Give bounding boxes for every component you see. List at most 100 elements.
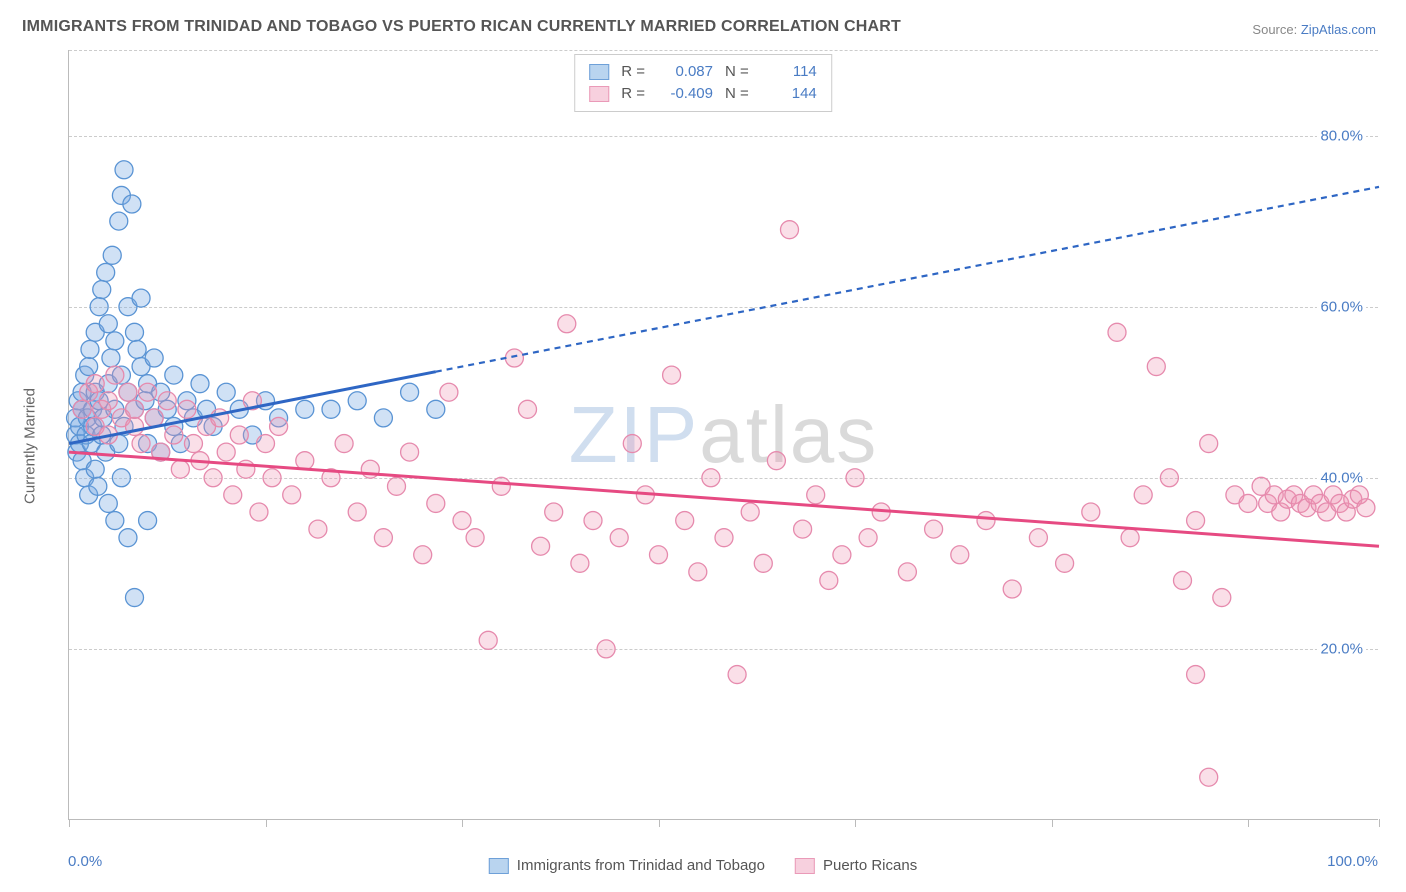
data-point bbox=[263, 469, 281, 487]
data-point bbox=[97, 263, 115, 281]
data-point bbox=[80, 358, 98, 376]
x-tick bbox=[1052, 819, 1053, 827]
data-point bbox=[1239, 494, 1257, 512]
data-point bbox=[322, 400, 340, 418]
data-point bbox=[191, 375, 209, 393]
data-point bbox=[741, 503, 759, 521]
data-point bbox=[119, 529, 137, 547]
source-attribution: Source: ZipAtlas.com bbox=[1252, 22, 1376, 37]
plot-area: ZIPatlas 20.0%40.0%60.0%80.0% bbox=[68, 50, 1378, 820]
data-point bbox=[1160, 469, 1178, 487]
data-point bbox=[90, 298, 108, 316]
data-point bbox=[126, 323, 144, 341]
data-point bbox=[702, 469, 720, 487]
legend-r-label: R = bbox=[621, 61, 645, 83]
data-point bbox=[112, 469, 130, 487]
x-tick bbox=[462, 819, 463, 827]
trend-line-extrapolated bbox=[436, 187, 1379, 372]
x-tick-max: 100.0% bbox=[1327, 853, 1378, 870]
data-point bbox=[99, 315, 117, 333]
data-point bbox=[86, 460, 104, 478]
data-point bbox=[689, 563, 707, 581]
data-point bbox=[427, 494, 445, 512]
data-point bbox=[99, 494, 117, 512]
data-point bbox=[532, 537, 550, 555]
data-point bbox=[132, 435, 150, 453]
data-point bbox=[73, 400, 91, 418]
data-point bbox=[414, 546, 432, 564]
data-point bbox=[103, 246, 121, 264]
data-point bbox=[1200, 768, 1218, 786]
legend-r-label: R = bbox=[621, 83, 645, 105]
legend-n-value: 114 bbox=[757, 61, 817, 83]
data-point bbox=[283, 486, 301, 504]
data-point bbox=[505, 349, 523, 367]
data-point bbox=[158, 392, 176, 410]
legend-swatch bbox=[795, 858, 815, 874]
data-point bbox=[374, 409, 392, 427]
data-point bbox=[204, 469, 222, 487]
x-tick bbox=[855, 819, 856, 827]
data-point bbox=[145, 349, 163, 367]
data-point bbox=[374, 529, 392, 547]
legend-n-label: N = bbox=[725, 83, 749, 105]
data-point bbox=[584, 512, 602, 530]
source-label: Source: bbox=[1252, 22, 1297, 37]
legend-swatch bbox=[589, 86, 609, 102]
legend-stat-row: R =0.087N =114 bbox=[589, 61, 817, 83]
data-point bbox=[217, 383, 235, 401]
data-point bbox=[296, 400, 314, 418]
data-point bbox=[807, 486, 825, 504]
source-value: ZipAtlas.com bbox=[1301, 22, 1376, 37]
legend-r-value: 0.087 bbox=[653, 61, 713, 83]
chart-title: IMMIGRANTS FROM TRINIDAD AND TOBAGO VS P… bbox=[22, 18, 901, 36]
data-point bbox=[820, 571, 838, 589]
data-point bbox=[781, 221, 799, 239]
data-point bbox=[309, 520, 327, 538]
data-point bbox=[139, 512, 157, 530]
x-tick bbox=[69, 819, 70, 827]
data-point bbox=[925, 520, 943, 538]
data-point bbox=[110, 212, 128, 230]
legend-stat-row: R =-0.409N =144 bbox=[589, 83, 817, 105]
data-point bbox=[1108, 323, 1126, 341]
data-point bbox=[623, 435, 641, 453]
data-point bbox=[106, 332, 124, 350]
data-point bbox=[1213, 589, 1231, 607]
data-point bbox=[224, 486, 242, 504]
data-point bbox=[184, 435, 202, 453]
x-tick-min: 0.0% bbox=[68, 853, 102, 870]
data-point bbox=[230, 426, 248, 444]
data-point bbox=[1147, 358, 1165, 376]
data-point bbox=[126, 589, 144, 607]
data-point bbox=[270, 417, 288, 435]
x-tick bbox=[1248, 819, 1249, 827]
data-point bbox=[126, 400, 144, 418]
data-point bbox=[217, 443, 235, 461]
legend-label: Immigrants from Trinidad and Tobago bbox=[517, 857, 765, 874]
data-point bbox=[250, 503, 268, 521]
data-point bbox=[1121, 529, 1139, 547]
data-point bbox=[1357, 499, 1375, 517]
data-point bbox=[296, 452, 314, 470]
data-point bbox=[348, 503, 366, 521]
data-point bbox=[833, 546, 851, 564]
data-point bbox=[178, 400, 196, 418]
data-point bbox=[1029, 529, 1047, 547]
data-point bbox=[558, 315, 576, 333]
data-point bbox=[1056, 554, 1074, 572]
data-point bbox=[257, 435, 275, 453]
legend-item: Immigrants from Trinidad and Tobago bbox=[489, 857, 765, 874]
data-point bbox=[86, 375, 104, 393]
data-point bbox=[427, 400, 445, 418]
data-point bbox=[1134, 486, 1152, 504]
data-point bbox=[453, 512, 471, 530]
data-point bbox=[106, 366, 124, 384]
data-point bbox=[794, 520, 812, 538]
data-point bbox=[466, 529, 484, 547]
data-point bbox=[676, 512, 694, 530]
legend-series: Immigrants from Trinidad and TobagoPuert… bbox=[489, 857, 917, 874]
data-point bbox=[335, 435, 353, 453]
data-point bbox=[139, 383, 157, 401]
data-point bbox=[348, 392, 366, 410]
